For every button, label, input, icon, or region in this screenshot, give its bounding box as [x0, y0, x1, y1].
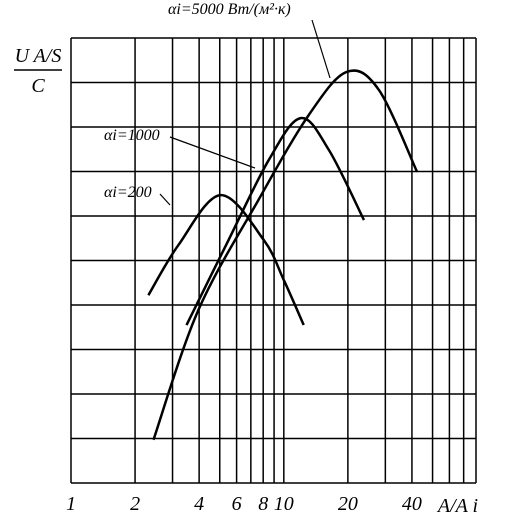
y-label-denominator: C [31, 75, 45, 97]
x-tick-label: 4 [194, 493, 204, 515]
series-label: αi=200 [104, 184, 152, 201]
leader-line [169, 136, 256, 169]
x-tick-label: 2 [130, 493, 140, 515]
curve [152, 69, 419, 441]
curve [147, 193, 305, 326]
x-label: A/A i [436, 495, 478, 516]
x-tick-label: 40 [402, 493, 422, 515]
leader-line [159, 193, 171, 206]
x-tick-label: 10 [274, 493, 294, 515]
y-label-numerator: U A/S [15, 45, 62, 67]
x-tick-label: 1 [66, 493, 76, 515]
curve [185, 116, 366, 326]
x-tick-label: 8 [258, 493, 268, 515]
x-tick-label: 20 [338, 493, 358, 515]
leader-line [311, 19, 331, 79]
series-label: αi=5000 Вт/(м²·к) [168, 1, 291, 18]
series-label: αi=1000 [104, 127, 160, 144]
x-tick-label: 6 [232, 493, 242, 515]
